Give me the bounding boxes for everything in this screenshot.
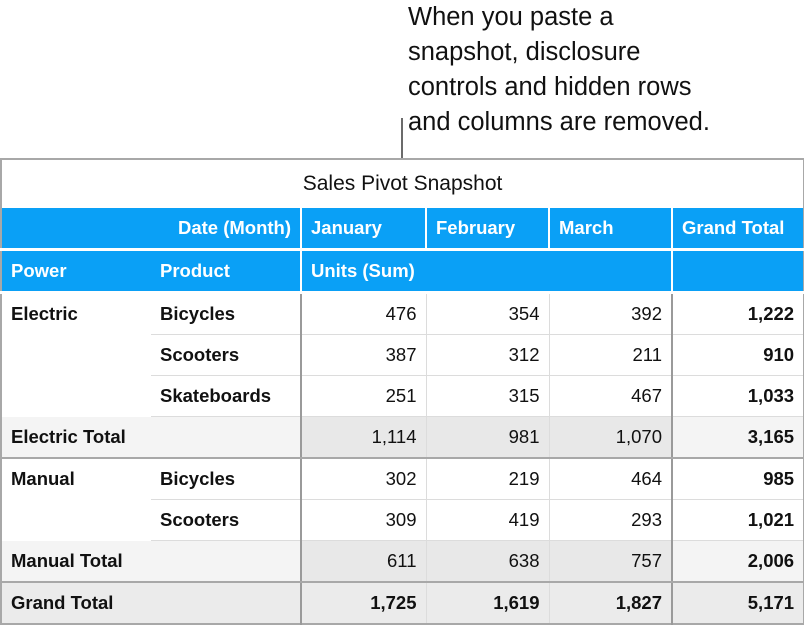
header-row-months: Date (Month) January February March Gran… <box>1 208 804 251</box>
subtotal-row-electric: Electric Total 1,114 981 1,070 3,165 <box>1 416 804 459</box>
value-cell: 392 <box>548 292 672 335</box>
value-cell: 464 <box>548 458 672 500</box>
subtotal-blank <box>151 540 301 583</box>
power-cell-empty <box>1 500 151 541</box>
row-total-cell: 1,222 <box>670 292 804 335</box>
table-row: Electric Bicycles 476 354 392 1,222 <box>1 292 804 335</box>
subtotal-cell: 757 <box>548 540 672 583</box>
grand-total-cell: 1,619 <box>425 581 549 624</box>
header-product: Product <box>151 249 302 294</box>
callout-leader-line <box>401 118 403 158</box>
subtotal-total-cell: 2,006 <box>670 540 804 583</box>
grand-total-cell: 1,725 <box>300 581 426 624</box>
table-row: Skateboards 251 315 467 1,033 <box>1 375 804 417</box>
product-cell: Scooters <box>151 499 301 541</box>
value-cell: 309 <box>300 499 426 541</box>
table-row: Manual Bicycles 302 219 464 985 <box>1 458 804 500</box>
header-february: February <box>426 208 550 251</box>
value-cell: 312 <box>425 334 549 376</box>
value-cell: 387 <box>300 334 426 376</box>
power-cell: Manual <box>11 468 75 490</box>
power-cell: Electric <box>11 303 78 325</box>
grand-total-overall: 5,171 <box>670 581 804 624</box>
value-cell: 476 <box>300 292 426 335</box>
header-date-month: Date (Month) <box>151 208 302 251</box>
value-cell: 467 <box>548 375 672 417</box>
subtotal-total-cell: 3,165 <box>670 416 804 459</box>
pivot-snapshot-table[interactable]: Sales Pivot Snapshot Date (Month) Januar… <box>0 158 804 625</box>
grand-total-cell: 1,827 <box>548 581 672 624</box>
value-cell: 419 <box>425 499 549 541</box>
grand-total-row: Grand Total 1,725 1,619 1,827 5,171 <box>1 581 804 624</box>
subtotal-cell: 611 <box>300 540 426 583</box>
table-row: Scooters 309 419 293 1,021 <box>1 499 804 541</box>
subtotal-cell: 1,070 <box>548 416 672 459</box>
grand-total-label: Grand Total <box>1 581 151 624</box>
header-march: March <box>549 208 673 251</box>
row-total-cell: 1,033 <box>670 375 804 417</box>
header-grand-total: Grand Total <box>672 208 804 251</box>
callout-text: When you paste a snapshot, disclosure co… <box>408 0 710 140</box>
power-cell-empty <box>1 376 151 417</box>
row-total-cell: 1,021 <box>670 499 804 541</box>
subtotal-label: Manual Total <box>1 540 151 583</box>
header-blank-total <box>670 249 804 294</box>
subtotal-blank <box>151 416 301 459</box>
grand-total-blank <box>151 581 301 624</box>
value-cell: 302 <box>300 458 426 500</box>
callout-line: When you paste a <box>408 3 614 31</box>
row-total-cell: 910 <box>670 334 804 376</box>
callout-line: controls and hidden rows <box>408 73 692 101</box>
subtotal-row-manual: Manual Total 611 638 757 2,006 <box>1 540 804 583</box>
table-row: Scooters 387 312 211 910 <box>1 334 804 376</box>
subtotal-cell: 638 <box>425 540 549 583</box>
table-title: Sales Pivot Snapshot <box>1 159 804 208</box>
subtotal-cell: 981 <box>425 416 549 459</box>
value-cell: 219 <box>425 458 549 500</box>
value-cell: 315 <box>425 375 549 417</box>
value-cell: 251 <box>300 375 426 417</box>
header-january: January <box>301 208 427 251</box>
value-cell: 293 <box>548 499 672 541</box>
product-cell: Scooters <box>151 334 301 376</box>
product-cell: Bicycles <box>151 292 301 335</box>
header-blank <box>1 208 151 251</box>
row-total-cell: 985 <box>670 458 804 500</box>
callout-line: snapshot, disclosure <box>408 38 641 66</box>
subtotal-label: Electric Total <box>1 416 151 459</box>
power-cell-empty <box>1 335 151 376</box>
header-power: Power <box>1 249 151 294</box>
value-cell: 354 <box>425 292 549 335</box>
value-cell: 211 <box>548 334 672 376</box>
product-cell: Bicycles <box>151 458 301 500</box>
callout-line: and columns are removed. <box>408 108 710 136</box>
header-row-fields: Power Product Units (Sum) <box>1 249 804 294</box>
product-cell: Skateboards <box>151 375 301 417</box>
subtotal-cell: 1,114 <box>300 416 426 459</box>
header-units-sum: Units (Sum) <box>301 249 672 294</box>
